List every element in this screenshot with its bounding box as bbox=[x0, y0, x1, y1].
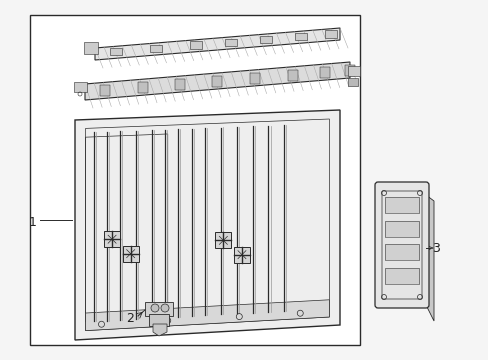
Circle shape bbox=[151, 304, 159, 312]
FancyBboxPatch shape bbox=[384, 220, 418, 237]
Polygon shape bbox=[425, 195, 433, 321]
Polygon shape bbox=[325, 31, 336, 38]
Polygon shape bbox=[100, 85, 110, 96]
Bar bbox=[74, 82, 87, 92]
Polygon shape bbox=[85, 62, 349, 100]
Bar bbox=[347, 78, 357, 86]
Bar bbox=[215, 232, 231, 248]
FancyBboxPatch shape bbox=[384, 197, 418, 213]
Text: 2: 2 bbox=[126, 312, 134, 325]
Polygon shape bbox=[287, 69, 297, 81]
Polygon shape bbox=[75, 110, 339, 340]
Bar bbox=[233, 247, 249, 263]
Text: 1: 1 bbox=[29, 216, 37, 229]
Polygon shape bbox=[212, 76, 222, 87]
Bar bbox=[122, 246, 139, 262]
Polygon shape bbox=[175, 79, 184, 90]
Polygon shape bbox=[138, 82, 148, 93]
Polygon shape bbox=[319, 67, 329, 78]
Bar bbox=[84, 42, 98, 54]
Bar bbox=[145, 302, 173, 316]
FancyBboxPatch shape bbox=[384, 244, 418, 260]
Bar bbox=[104, 231, 120, 247]
FancyBboxPatch shape bbox=[374, 182, 428, 308]
Polygon shape bbox=[153, 324, 167, 336]
Bar bbox=[347, 66, 359, 76]
Polygon shape bbox=[85, 300, 329, 330]
Polygon shape bbox=[224, 39, 237, 46]
FancyBboxPatch shape bbox=[384, 267, 418, 284]
Polygon shape bbox=[249, 73, 260, 84]
Circle shape bbox=[161, 304, 169, 312]
Polygon shape bbox=[190, 41, 202, 49]
Polygon shape bbox=[95, 28, 339, 60]
Polygon shape bbox=[150, 45, 162, 52]
Polygon shape bbox=[110, 48, 122, 55]
Polygon shape bbox=[345, 65, 354, 76]
Bar bbox=[149, 314, 169, 326]
Polygon shape bbox=[294, 33, 306, 40]
Text: 3: 3 bbox=[431, 242, 439, 255]
Bar bbox=[30, 15, 359, 345]
Polygon shape bbox=[260, 36, 271, 43]
